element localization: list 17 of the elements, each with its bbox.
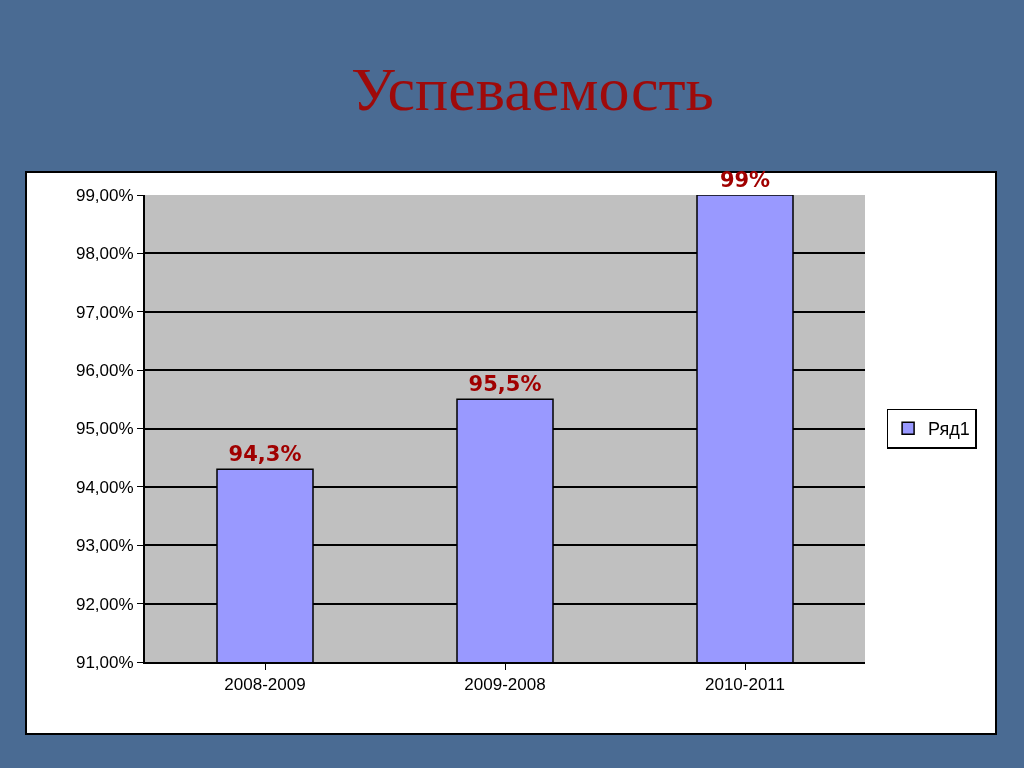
x-tick-label: 2010-2011 — [704, 675, 786, 695]
y-tick-label: 96,00% — [75, 361, 134, 381]
y-tick-label: 93,00% — [75, 536, 134, 556]
data-label: 95,5% — [468, 372, 542, 397]
x-tick-label: 2008-2009 — [224, 675, 306, 695]
y-tick-label: 92,00% — [75, 594, 134, 614]
y-tick-label: 94,00% — [75, 477, 134, 497]
y-tick-label: 91,00% — [75, 652, 134, 672]
data-label: 99% — [719, 168, 771, 192]
y-tick-label: 99,00% — [75, 185, 134, 205]
x-tick-label: 2009-2008 — [464, 675, 546, 695]
y-tick-label: 95,00% — [75, 419, 134, 439]
y-tick-label: 98,00% — [75, 244, 134, 264]
y-tick-label: 97,00% — [75, 302, 134, 322]
data-label: 94,3% — [228, 442, 302, 467]
legend-label: Ряд1 — [928, 419, 970, 440]
chart-title: Успеваемость — [351, 55, 714, 124]
